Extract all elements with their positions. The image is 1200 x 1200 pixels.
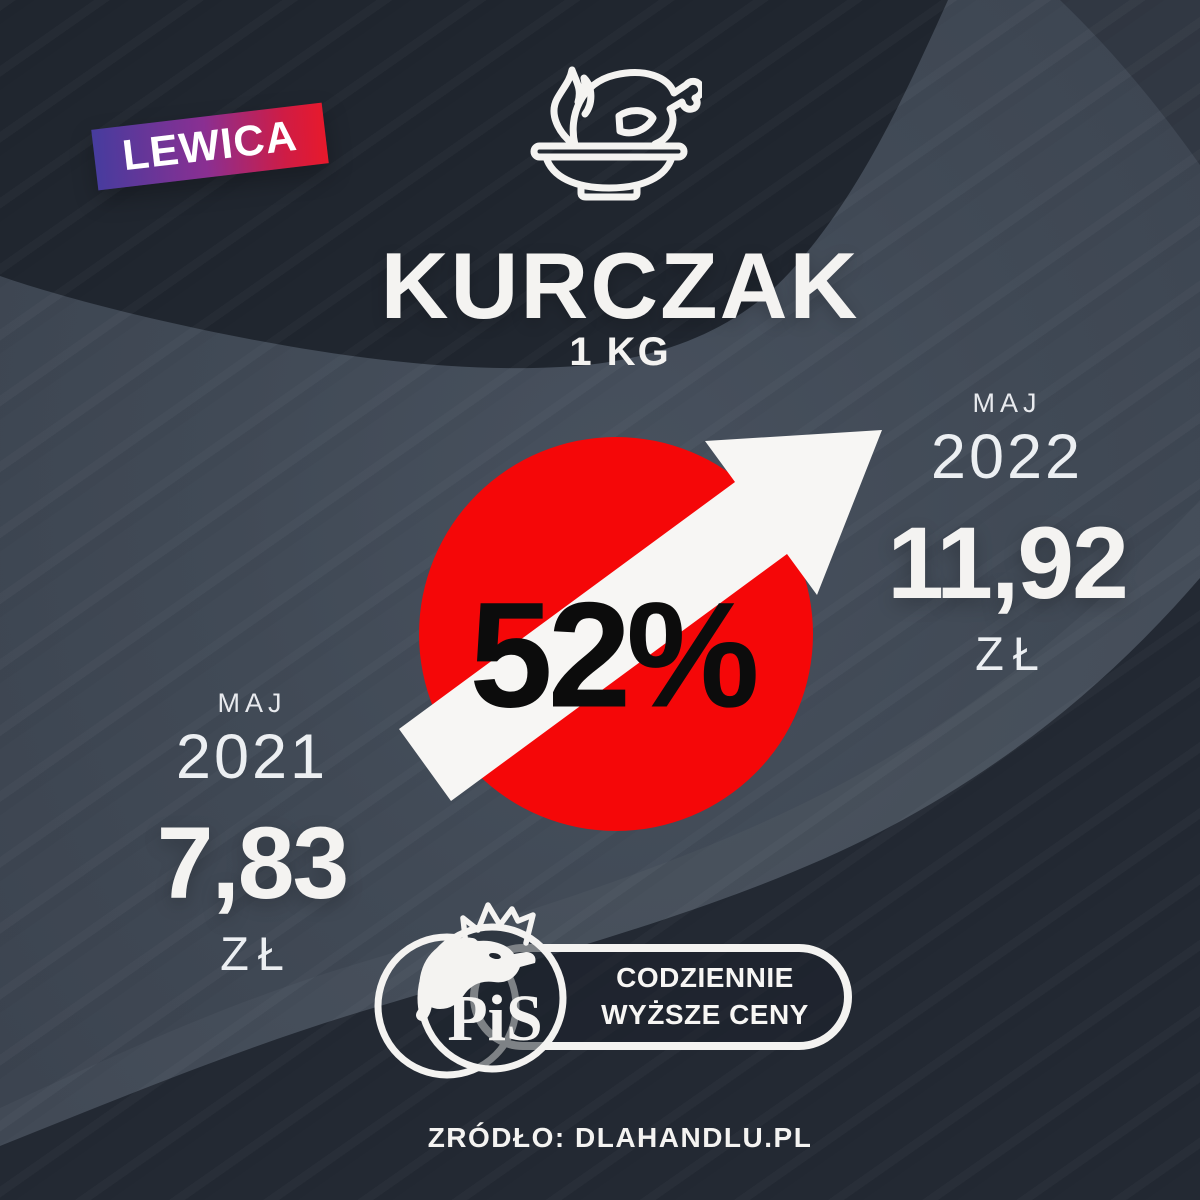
slogan-line-2: WYŻSZE CENY (601, 999, 809, 1030)
plate-foot (577, 184, 641, 201)
crown-icon (460, 902, 536, 949)
slogan-text: CODZIENNIE WYŻSZE CENY (572, 959, 838, 1033)
source-text: ZRÓDŁO: DLAHANDLU.PL (427, 1122, 813, 1153)
plate-rim (530, 142, 688, 161)
percent-increase: 52% (469, 570, 759, 739)
bg-dark-bottom-wave (0, 578, 1200, 1200)
roast-chicken-icon (530, 66, 702, 201)
price-after-month: MAJ (972, 388, 1042, 418)
product-title: KURCZAK (380, 233, 860, 338)
chicken-wing (615, 107, 657, 137)
price-before-value: 7,83 (156, 806, 350, 920)
price-after-block: MAJ 2022 11,92 ZŁ (887, 388, 1129, 681)
eagle-eye (489, 952, 501, 960)
plate-bowl (542, 153, 676, 192)
price-before-currency: ZŁ (220, 927, 293, 980)
slogan-line-1: CODZIENNIE (616, 962, 794, 993)
price-after-year: 2022 (930, 422, 1084, 492)
trend-up-arrow-icon (399, 430, 882, 801)
chicken-body (569, 69, 702, 149)
pis-logo: PiS (374, 902, 567, 1079)
price-before-month: MAJ (217, 688, 287, 718)
pis-logo-text: PiS (447, 982, 542, 1055)
eagle-icon (416, 937, 536, 1021)
chicken-tail-flame (550, 66, 595, 148)
price-before-year: 2021 (175, 722, 329, 792)
bg-dark-top-left-wave (0, 0, 948, 369)
product-unit: 1 KG (569, 330, 671, 374)
price-after-currency: ZŁ (975, 627, 1048, 680)
price-after-value: 11,92 (887, 506, 1129, 620)
price-before-block: MAJ 2021 7,83 ZŁ (156, 688, 350, 981)
bg-dark-top-right-corner (1060, 0, 1200, 165)
